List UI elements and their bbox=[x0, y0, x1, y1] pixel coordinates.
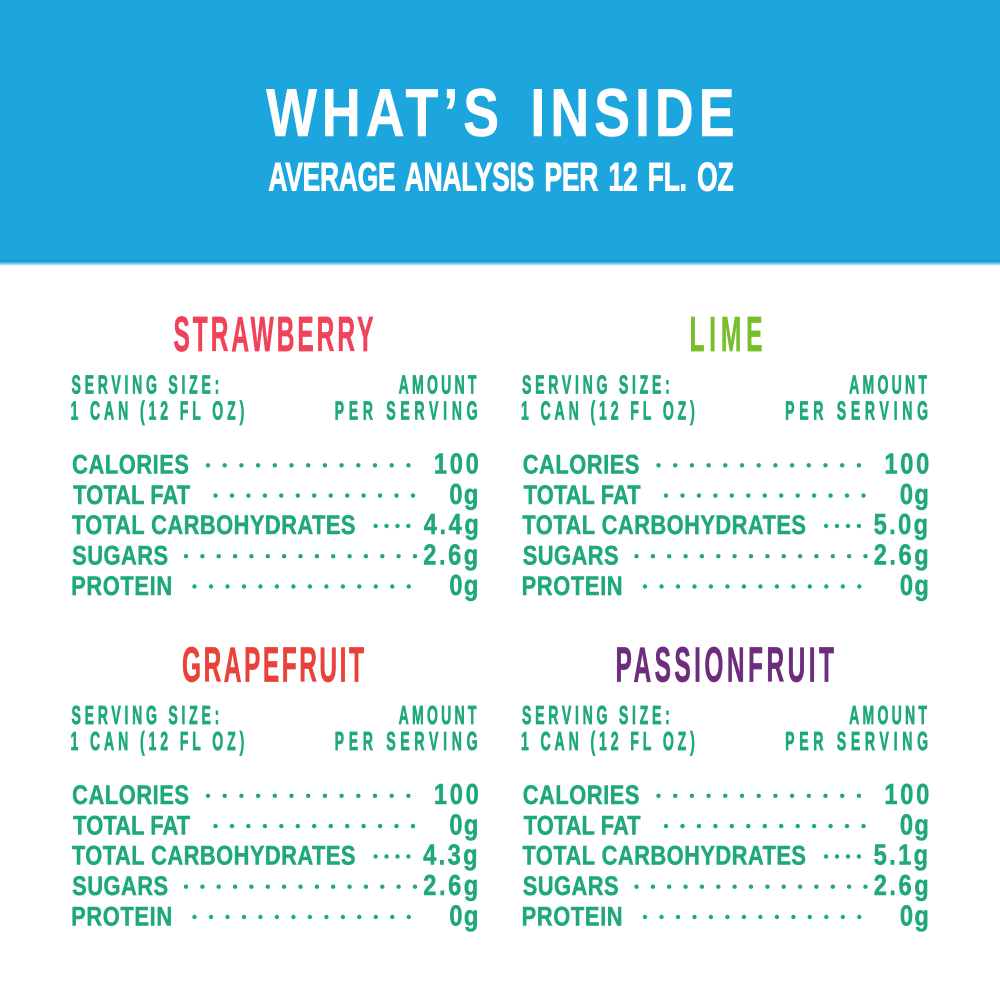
svg-text:SERVING SIZE:: SERVING SIZE: bbox=[71, 702, 223, 731]
svg-text:100: 100 bbox=[884, 447, 932, 480]
svg-text:TOTAL FAT: TOTAL FAT bbox=[73, 811, 190, 841]
svg-text:SUGARS: SUGARS bbox=[523, 872, 619, 902]
svg-text:PROTEIN: PROTEIN bbox=[71, 902, 173, 932]
svg-text:TOTAL CARBOHYDRATES: TOTAL CARBOHYDRATES bbox=[522, 842, 806, 872]
svg-text:PER SERVING: PER SERVING bbox=[785, 397, 933, 426]
svg-text:100: 100 bbox=[434, 447, 482, 480]
svg-text:LIME: LIME bbox=[690, 308, 768, 362]
svg-text:0g: 0g bbox=[449, 808, 479, 841]
svg-text:100: 100 bbox=[884, 778, 932, 811]
svg-text:PROTEIN: PROTEIN bbox=[522, 902, 624, 932]
svg-text:AMOUNT: AMOUNT bbox=[849, 371, 930, 400]
svg-text:SUGARS: SUGARS bbox=[523, 541, 619, 571]
svg-text:CALORIES: CALORIES bbox=[72, 451, 189, 481]
svg-text:0g: 0g bbox=[449, 899, 479, 932]
svg-text:1 CAN (12 FL OZ): 1 CAN (12 FL OZ) bbox=[70, 728, 248, 757]
svg-text:1 CAN (12 FL OZ): 1 CAN (12 FL OZ) bbox=[70, 397, 248, 426]
svg-text:4.3g: 4.3g bbox=[423, 839, 480, 872]
svg-text:PER SERVING: PER SERVING bbox=[335, 397, 483, 426]
svg-text:0g: 0g bbox=[900, 899, 930, 932]
svg-text:STRAWBERRY: STRAWBERRY bbox=[173, 308, 376, 362]
svg-text:AVERAGE ANALYSIS PER 12 FL. OZ: AVERAGE ANALYSIS PER 12 FL. OZ bbox=[268, 155, 733, 200]
svg-text:PROTEIN: PROTEIN bbox=[71, 572, 173, 602]
svg-text:0g: 0g bbox=[449, 569, 479, 602]
svg-text:TOTAL CARBOHYDRATES: TOTAL CARBOHYDRATES bbox=[522, 511, 806, 541]
svg-text:SUGARS: SUGARS bbox=[72, 541, 168, 571]
svg-text:PASSIONFRUIT: PASSIONFRUIT bbox=[616, 638, 838, 692]
svg-text:0g: 0g bbox=[900, 808, 930, 841]
svg-text:5.1g: 5.1g bbox=[874, 839, 931, 872]
svg-text:1 CAN (12 FL OZ): 1 CAN (12 FL OZ) bbox=[521, 397, 699, 426]
svg-text:PER SERVING: PER SERVING bbox=[785, 728, 933, 757]
svg-text:AMOUNT: AMOUNT bbox=[399, 702, 480, 731]
svg-text:GRAPEFRUIT: GRAPEFRUIT bbox=[182, 638, 366, 692]
svg-text:PER SERVING: PER SERVING bbox=[335, 728, 483, 757]
svg-text:2.6g: 2.6g bbox=[874, 538, 932, 571]
svg-text:CALORIES: CALORIES bbox=[523, 451, 640, 481]
svg-text:PROTEIN: PROTEIN bbox=[522, 572, 624, 602]
svg-text:4.4g: 4.4g bbox=[424, 508, 482, 541]
svg-text:2.6g: 2.6g bbox=[874, 869, 932, 902]
svg-text:2.6g: 2.6g bbox=[423, 869, 481, 902]
svg-text:0g: 0g bbox=[900, 478, 930, 511]
svg-text:SERVING SIZE:: SERVING SIZE: bbox=[522, 371, 674, 400]
svg-text:TOTAL FAT: TOTAL FAT bbox=[524, 811, 641, 841]
svg-text:WHAT’S INSIDE: WHAT’S INSIDE bbox=[266, 75, 739, 150]
svg-text:0g: 0g bbox=[449, 478, 479, 511]
svg-text:5.0g: 5.0g bbox=[874, 508, 931, 541]
svg-text:TOTAL FAT: TOTAL FAT bbox=[524, 481, 641, 511]
svg-text:AMOUNT: AMOUNT bbox=[399, 371, 480, 400]
svg-text:2.6g: 2.6g bbox=[423, 538, 481, 571]
svg-text:TOTAL CARBOHYDRATES: TOTAL CARBOHYDRATES bbox=[72, 842, 356, 872]
svg-text:100: 100 bbox=[434, 778, 482, 811]
svg-text:TOTAL FAT: TOTAL FAT bbox=[73, 481, 190, 511]
svg-text:SUGARS: SUGARS bbox=[72, 872, 168, 902]
svg-text:0g: 0g bbox=[900, 569, 930, 602]
svg-text:TOTAL CARBOHYDRATES: TOTAL CARBOHYDRATES bbox=[72, 511, 356, 541]
svg-text:CALORIES: CALORIES bbox=[72, 781, 189, 811]
svg-text:AMOUNT: AMOUNT bbox=[849, 702, 930, 731]
svg-text:SERVING SIZE:: SERVING SIZE: bbox=[71, 371, 223, 400]
svg-text:SERVING SIZE:: SERVING SIZE: bbox=[522, 702, 674, 731]
svg-text:CALORIES: CALORIES bbox=[523, 781, 640, 811]
svg-text:1 CAN (12 FL OZ): 1 CAN (12 FL OZ) bbox=[521, 728, 699, 757]
